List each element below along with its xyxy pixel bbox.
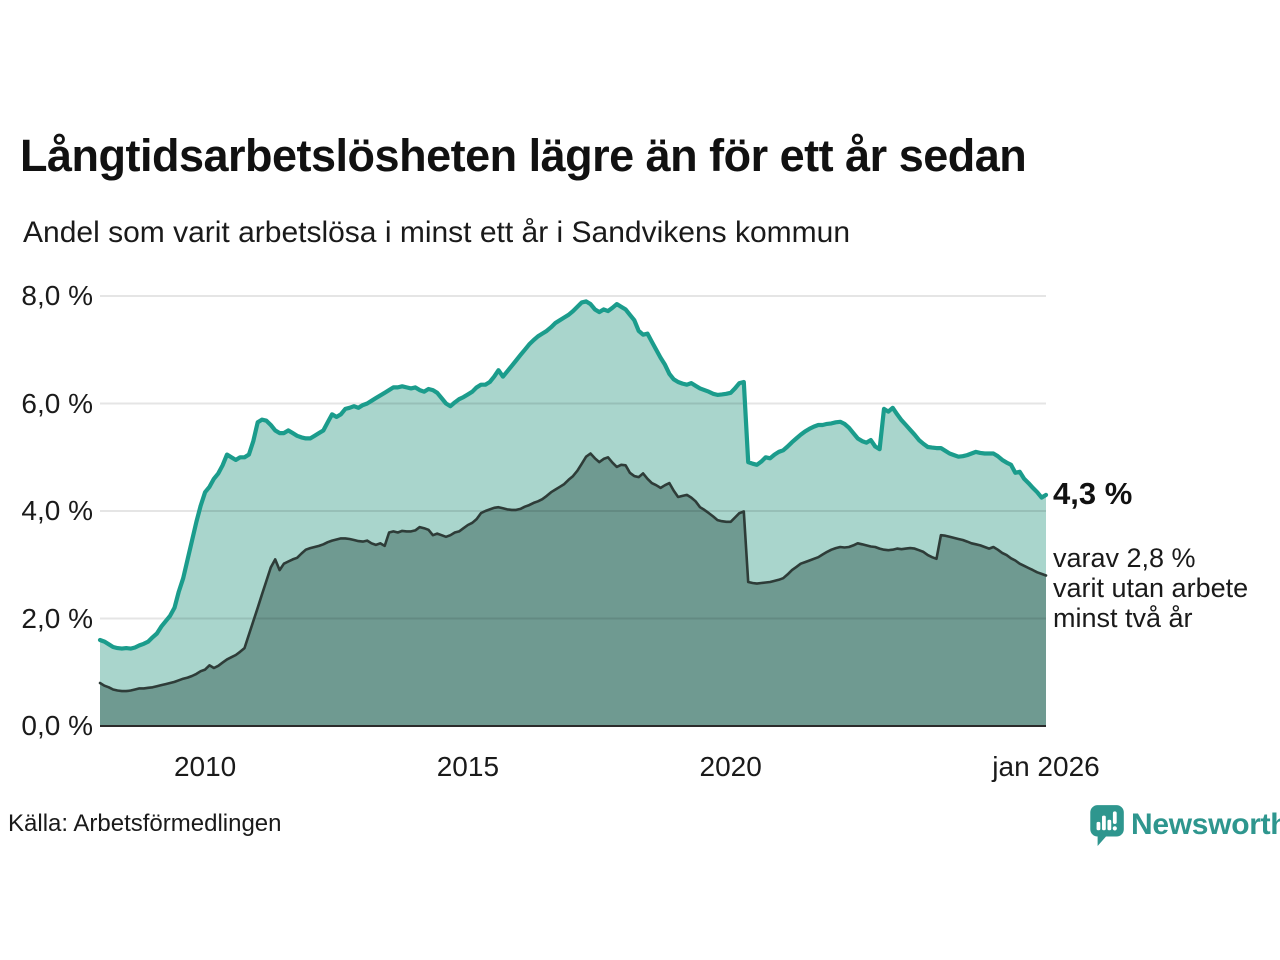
line-min-one-year	[97, 299, 1049, 651]
y-tick-label-8: 8,0 %	[21, 280, 93, 311]
page-title: Långtidsarbetslösheten lägre än för ett …	[20, 130, 1027, 181]
x-tick-label-2026: jan 2026	[992, 751, 1100, 782]
newsworthy-bubble-icon	[1090, 805, 1124, 846]
source-credit: Källa: Arbetsförmedlingen	[8, 810, 282, 837]
x-tick-label-2015: 2015	[436, 751, 500, 782]
y-tick-label-4: 4,0 %	[21, 495, 93, 526]
line-min-two-years	[98, 452, 1048, 693]
area-fill-min-two-years	[100, 453, 1046, 726]
newsworthy-logo: Newsworthy	[1088, 802, 1280, 848]
x-tick-label-2010: 2010	[173, 751, 237, 782]
y-tick-label-0: 0,0 %	[21, 710, 93, 741]
x-tick-label-2020: 2020	[699, 751, 762, 782]
end-value-label: 4,3 %	[1053, 475, 1133, 511]
y-tick-label-6: 6,0 %	[21, 387, 93, 419]
newsworthy-wordmark: Newsworthy	[1131, 808, 1280, 841]
y-tick-label-2: 2,0 %	[21, 602, 93, 634]
page-subtitle: Andel som varit arbetslösa i minst ett å…	[23, 216, 851, 249]
secondary-note-label: varav 2,8 % varit utan arbete minst två …	[1053, 542, 1249, 633]
